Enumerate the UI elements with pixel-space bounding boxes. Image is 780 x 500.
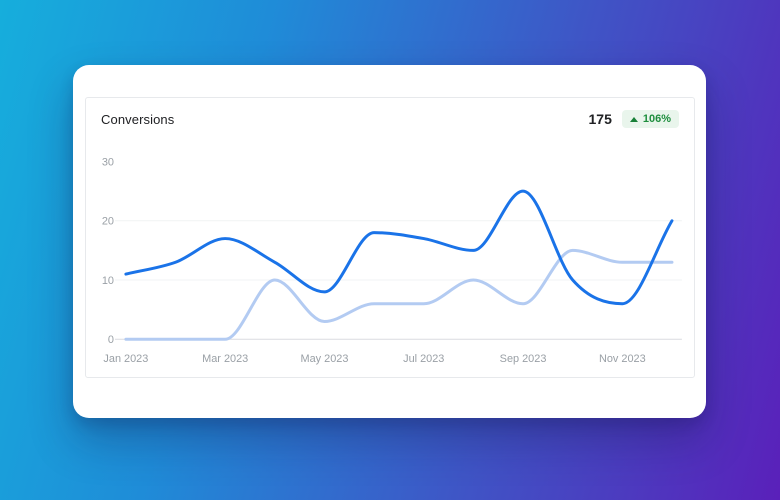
conversions-total: 175	[588, 111, 612, 127]
line-series-conversions-current	[124, 189, 674, 306]
metrics-group: 175 106%	[588, 110, 679, 128]
panel-header: Conversions 175 106%	[86, 98, 694, 128]
x-axis-tick-label: Jan 2023	[103, 353, 148, 365]
y-axis-tick-label: 30	[102, 157, 114, 169]
arrow-up-icon	[629, 116, 638, 122]
y-axis-tick-label: 10	[102, 275, 114, 287]
line-series-conversions-previous	[124, 248, 674, 341]
y-axis-tick-label: 0	[108, 334, 114, 346]
x-axis-tick-label: Mar 2023	[202, 353, 248, 365]
panel-title: Conversions	[101, 111, 175, 127]
conversions-panel: Conversions 175 106% 0 10 20 30 Jan 2023 Mar …	[85, 97, 695, 378]
analytics-card: Conversions 175 106% 0 10 20 30 Jan 2023 Mar …	[73, 65, 706, 418]
x-axis-tick-label: Jul 2023	[403, 353, 444, 365]
x-axis-tick-label: Nov 2023	[599, 353, 646, 365]
change-percent: 106%	[642, 113, 671, 125]
conversions-line-chart: 0 10 20 30 Jan 2023 Mar 2023 May 2023 Jul 2023 S…	[102, 157, 682, 365]
x-axis-tick-label: May 2023	[301, 353, 349, 365]
y-axis-tick-label: 20	[102, 216, 114, 228]
x-axis-tick-label: Sep 2023	[500, 353, 547, 365]
change-badge: 106%	[621, 110, 679, 128]
